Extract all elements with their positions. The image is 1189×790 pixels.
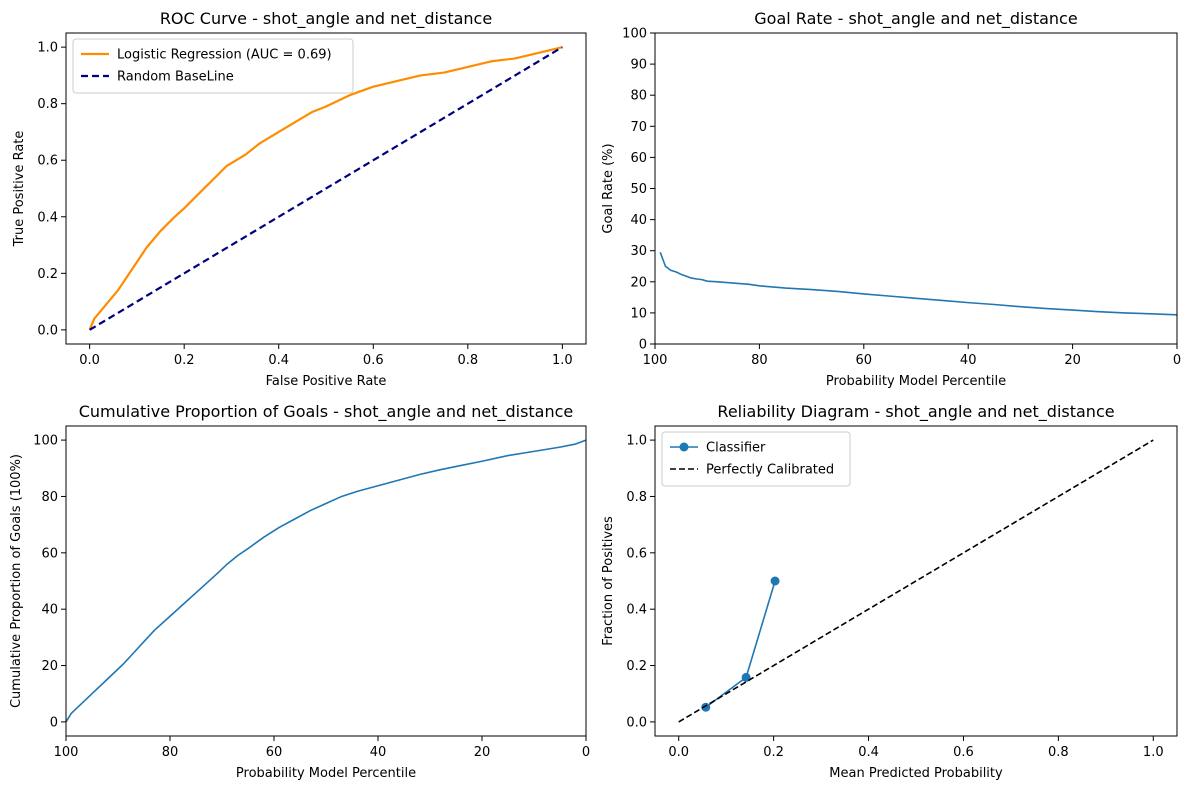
- y-tick-label: 100: [33, 434, 58, 449]
- chart-title: Cumulative Proportion of Goals - shot_an…: [79, 402, 574, 422]
- y-tick-label: 40: [630, 213, 647, 228]
- x-tick-label: 60: [266, 745, 283, 760]
- chart-title: Reliability Diagram - shot_angle and net…: [717, 402, 1114, 422]
- x-tick-label: 80: [751, 353, 768, 368]
- y-axis-label: True Positive Rate: [12, 131, 27, 248]
- legend-marker: [679, 442, 689, 452]
- y-tick-label: 100: [622, 27, 647, 42]
- legend-box: [661, 431, 851, 487]
- legend: Classifier Perfectly Calibrated: [661, 431, 851, 487]
- x-tick-label: 100: [643, 353, 668, 368]
- y-axis-label: Fraction of Positives: [601, 516, 616, 646]
- x-tick-label: 80: [162, 745, 179, 760]
- axes-frame: [654, 32, 1178, 345]
- axes-frame: [65, 32, 587, 345]
- y-tick-label: 20: [630, 275, 647, 290]
- chart-title: ROC Curve - shot_angle and net_distance: [160, 9, 492, 29]
- series-line-2: [89, 46, 563, 331]
- x-tick-label: 0.6: [953, 745, 974, 760]
- x-tick-label: 40: [370, 745, 387, 760]
- legend-label: Perfectly Calibrated: [706, 463, 834, 478]
- legend-label: Logistic Regression (AUC = 0.69): [117, 48, 332, 63]
- x-axis-label: Mean Predicted Probability: [829, 766, 1003, 781]
- y-tick-label: 0.6: [626, 546, 647, 561]
- y-tick-label: 0.2: [626, 659, 647, 674]
- series-line-1: [659, 251, 1178, 316]
- y-tick-label: 10: [630, 306, 647, 321]
- series-point-1: [701, 702, 711, 712]
- x-axis-label: Probability Model Percentile: [236, 766, 416, 781]
- series-line-1: [705, 580, 776, 708]
- chart-panel-1: 0.0 0.2 0.4 0.6 0.8 1.0 0.0 0.2 0.4 0.6 0.8 1.0 ROC …: [12, 9, 587, 389]
- y-tick-label: 60: [630, 151, 647, 166]
- x-tick-label: 0.4: [858, 745, 879, 760]
- legend-label: Classifier: [706, 441, 766, 456]
- x-tick-label: 100: [54, 745, 79, 760]
- y-tick-label: 0.8: [37, 97, 58, 112]
- x-tick-label: 0.0: [668, 745, 689, 760]
- x-axis-label: False Positive Rate: [266, 374, 387, 389]
- y-tick-label: 50: [630, 182, 647, 197]
- y-tick-label: 1.0: [626, 434, 647, 449]
- y-axis-label: Cumulative Proportion of Goals (100%): [9, 454, 24, 708]
- legend: Logistic Regression (AUC = 0.69) Random B…: [72, 38, 354, 94]
- chart-panel-3: 100 80 60 40 20 0 0 20 40 60 80 100 Cumulative Propo…: [9, 402, 590, 781]
- y-tick-label: 0.4: [626, 603, 647, 618]
- x-tick-label: 60: [856, 353, 873, 368]
- y-tick-label: 0.8: [626, 490, 647, 505]
- x-tick-label: 40: [960, 353, 977, 368]
- legend-box: [72, 38, 354, 94]
- x-tick-label: 1.0: [552, 353, 573, 368]
- x-tick-label: 0.0: [79, 353, 100, 368]
- chart-title: Goal Rate - shot_angle and net_distance: [754, 9, 1077, 29]
- axes-frame: [65, 425, 587, 737]
- y-axis-label: Goal Rate (%): [601, 143, 616, 233]
- x-tick-label: 0.8: [1048, 745, 1069, 760]
- y-tick-label: 60: [41, 546, 58, 561]
- y-tick-label: 0.0: [626, 715, 647, 730]
- series-line-1: [65, 439, 587, 723]
- legend-label: Random BaseLine: [117, 70, 234, 85]
- y-tick-label: 0.4: [37, 210, 58, 225]
- y-tick-label: 30: [630, 244, 647, 259]
- x-tick-label: 0.6: [363, 353, 384, 368]
- y-tick-label: 20: [41, 659, 58, 674]
- y-tick-label: 80: [630, 89, 647, 104]
- x-tick-label: 1.0: [1143, 745, 1164, 760]
- x-tick-label: 0.2: [174, 353, 195, 368]
- x-tick-label: 0.4: [268, 353, 289, 368]
- y-tick-label: 90: [630, 58, 647, 73]
- y-tick-label: 70: [630, 120, 647, 135]
- series-line-1: [88, 46, 563, 331]
- y-tick-label: 0.2: [37, 267, 58, 282]
- y-tick-label: 0: [639, 338, 647, 353]
- y-tick-label: 0: [50, 715, 58, 730]
- x-tick-label: 0.8: [457, 353, 478, 368]
- x-tick-label: 20: [1064, 353, 1081, 368]
- y-tick-label: 0.0: [37, 323, 58, 338]
- series-line-2: [678, 439, 1154, 723]
- series-point-3: [770, 576, 780, 586]
- x-axis-label: Probability Model Percentile: [826, 374, 1006, 389]
- chart-panel-4: 0.0 0.2 0.4 0.6 0.8 1.0 0.0 0.2 0.4 0.6 0.8 1.0 Reli…: [601, 402, 1178, 781]
- y-tick-label: 0.6: [37, 154, 58, 169]
- chart-panel-2: 100 80 60 40 20 0 0 10 20 30 40 50 60 70 80 90 100 Goal R…: [601, 9, 1181, 389]
- y-tick-label: 40: [41, 603, 58, 618]
- x-tick-label: 0: [1173, 353, 1181, 368]
- axes-frame: [654, 425, 1178, 737]
- x-tick-label: 20: [474, 745, 491, 760]
- y-tick-label: 80: [41, 490, 58, 505]
- y-tick-label: 1.0: [37, 41, 58, 56]
- x-tick-label: 0.2: [763, 745, 784, 760]
- x-tick-label: 0: [582, 745, 590, 760]
